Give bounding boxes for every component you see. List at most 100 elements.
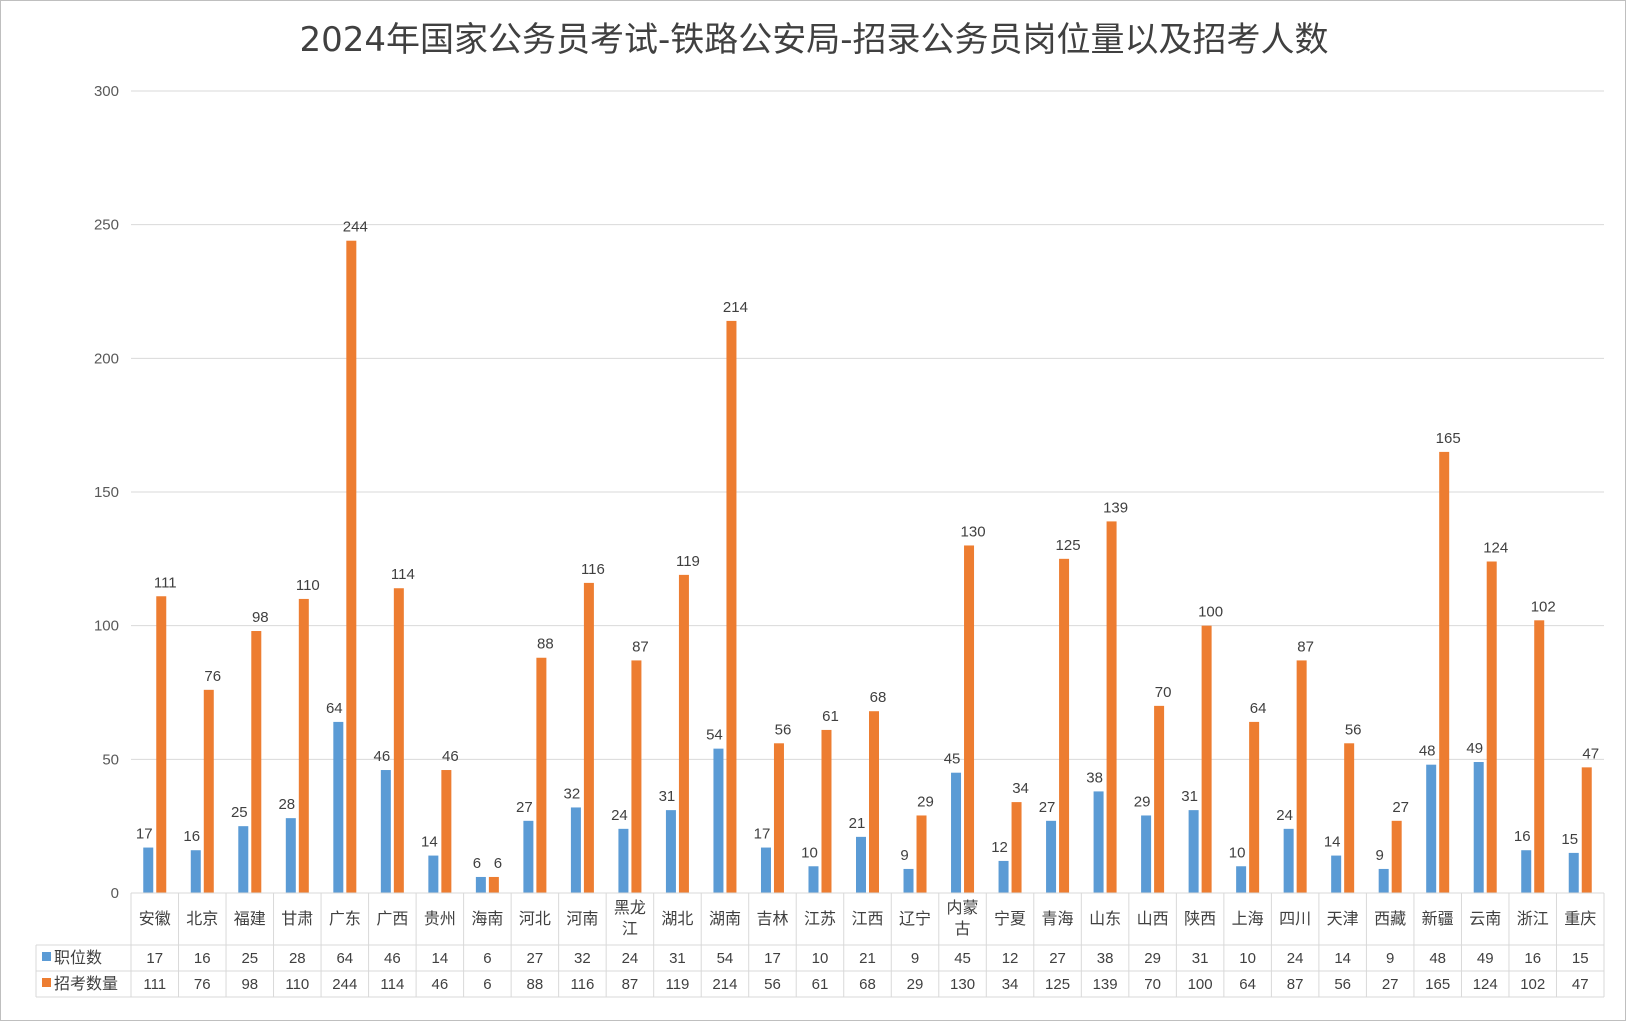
data-label-series-1: 31: [1181, 788, 1198, 805]
bar-series-2: [1486, 561, 1497, 893]
bar-series-1: [1283, 828, 1294, 893]
table-cell-series-2: 6: [483, 976, 491, 993]
data-label-series-1: 21: [849, 815, 866, 832]
table-cell-series-1: 10: [1239, 950, 1256, 967]
category-label: 福建: [234, 909, 266, 928]
bar-series-2: [298, 598, 309, 893]
table-cell-series-2: 102: [1520, 976, 1545, 993]
bar-series-1: [903, 868, 914, 893]
bar-series-2: [1011, 802, 1022, 893]
bar-series-1: [1568, 852, 1579, 893]
data-label-series-2: 110: [296, 577, 320, 594]
bar-series-1: [1521, 850, 1532, 893]
table-cell-series-2: 165: [1425, 976, 1450, 993]
table-cell-series-2: 68: [859, 976, 876, 993]
gridlines: [131, 90, 1604, 894]
bar-series-2: [1391, 820, 1402, 893]
data-label-series-1: 14: [1324, 834, 1341, 851]
legend-label-series-1: 职位数: [54, 948, 102, 967]
data-label-series-2: 125: [1056, 537, 1081, 554]
data-label-series-1: 45: [944, 751, 961, 768]
data-label-series-2: 114: [391, 566, 415, 583]
table-cell-series-1: 54: [717, 950, 734, 967]
table-cell-series-2: 88: [527, 976, 544, 993]
table-cell-series-2: 47: [1572, 976, 1589, 993]
bar-series-2: [488, 876, 499, 893]
table-cell-series-2: 116: [570, 976, 594, 993]
bar-series-1: [760, 847, 771, 893]
y-tick-label: 50: [102, 751, 119, 768]
table-cell-series-2: 100: [1188, 976, 1213, 993]
category-label: 辽宁: [899, 909, 931, 928]
table-cell-series-1: 14: [432, 950, 449, 967]
data-label-series-1: 9: [1376, 847, 1384, 864]
data-label-series-1: 16: [1514, 828, 1531, 845]
y-tick-label: 250: [94, 217, 119, 234]
category-label: 陕西: [1184, 909, 1216, 928]
table-cell-series-2: 46: [432, 976, 449, 993]
bar-series-1: [665, 810, 676, 893]
bar-series-1: [523, 820, 534, 893]
data-label-series-1: 9: [900, 847, 908, 864]
bar-series-1: [998, 860, 1009, 893]
data-label-series-1: 10: [801, 844, 818, 861]
table-cell-series-2: 56: [1334, 976, 1351, 993]
table-cell-series-2: 98: [241, 976, 258, 993]
table-cell-series-1: 17: [146, 950, 163, 967]
table-cell-series-1: 64: [336, 950, 353, 967]
bar-series-2: [1534, 620, 1545, 893]
bar-series-1: [1378, 868, 1389, 893]
bar-series-2: [1581, 767, 1592, 893]
data-label-series-2: 29: [917, 793, 934, 810]
bar-series-2: [964, 545, 975, 893]
data-label-series-2: 56: [1345, 721, 1362, 738]
data-label-series-2: 70: [1155, 684, 1172, 701]
data-label-series-2: 100: [1198, 604, 1223, 621]
bar-series-1: [808, 866, 819, 893]
data-label-series-1: 31: [659, 788, 676, 805]
bar-series-2: [1154, 705, 1165, 893]
table-cell-series-1: 32: [574, 950, 591, 967]
bar-series-1: [143, 847, 154, 893]
table-cell-series-2: 119: [665, 976, 689, 993]
bar-series-2: [156, 596, 167, 893]
table-cell-series-1: 28: [289, 950, 306, 967]
bar-series-2: [916, 815, 927, 893]
table-cell-series-2: 29: [907, 976, 924, 993]
table-cell-series-1: 27: [527, 950, 544, 967]
bar-series-1: [1093, 791, 1104, 893]
bar-series-1: [1188, 810, 1199, 893]
data-label-series-2: 64: [1250, 700, 1267, 717]
table-cell-series-2: 87: [1287, 976, 1304, 993]
data-label-series-1: 15: [1561, 831, 1578, 848]
bar-series-1: [570, 807, 581, 893]
bar-series-2: [1249, 721, 1260, 893]
data-label-series-2: 27: [1392, 799, 1409, 816]
bar-series-1: [475, 876, 486, 893]
category-label: 甘肃: [281, 909, 313, 928]
table-cell-series-1: 25: [241, 950, 258, 967]
table-cell-series-1: 17: [764, 950, 781, 967]
data-label-series-1: 16: [183, 828, 200, 845]
bar-series-1: [951, 772, 962, 893]
category-label: 江西: [851, 909, 883, 928]
data-label-series-2: 87: [1297, 638, 1314, 655]
bar-series-1: [1473, 762, 1484, 893]
data-label-series-1: 54: [706, 727, 723, 744]
table-cell-series-1: 49: [1477, 950, 1494, 967]
category-label: 贵州: [424, 909, 456, 928]
bar-series-1: [285, 818, 296, 893]
bar-series-1: [713, 748, 724, 893]
data-label-series-2: 56: [775, 721, 792, 738]
category-label: 云南: [1469, 909, 1501, 928]
data-label-series-1: 24: [1276, 807, 1293, 824]
table-cell-series-2: 139: [1093, 976, 1118, 993]
data-label-series-2: 87: [632, 638, 649, 655]
data-label-series-1: 24: [611, 807, 628, 824]
table-cell-series-2: 87: [622, 976, 639, 993]
data-label-series-1: 49: [1466, 740, 1483, 757]
y-tick-label: 200: [94, 350, 119, 367]
category-label: 古: [955, 919, 971, 938]
data-label-series-1: 25: [231, 804, 248, 821]
